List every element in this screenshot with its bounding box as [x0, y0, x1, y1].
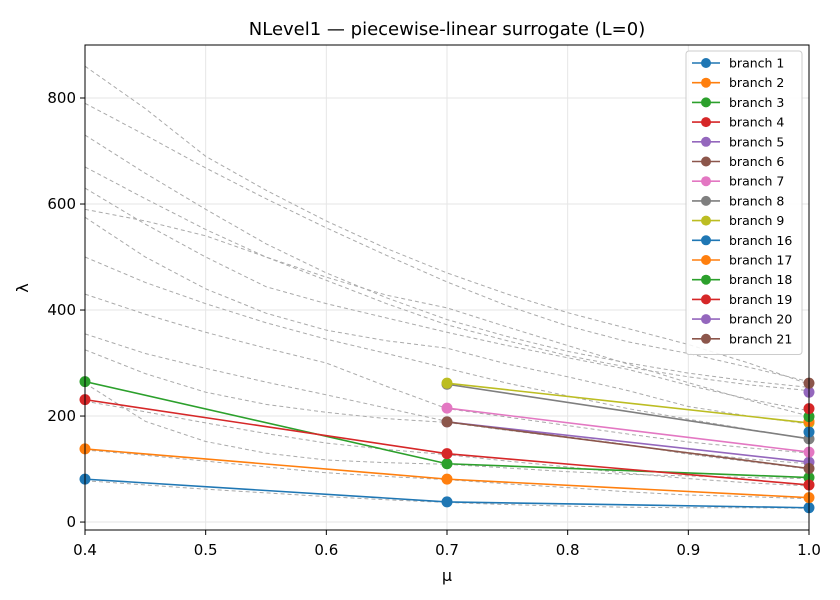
legend-marker — [701, 176, 711, 187]
series-branch-6 — [441, 416, 815, 475]
reference-curve — [84, 102, 810, 383]
reference-curve — [84, 65, 810, 385]
x-axis-ticks: 0.4 0.5 0.6 0.7 0.8 0.9 1.0 — [73, 530, 821, 559]
y-tick-label: 600 — [47, 195, 76, 213]
x-tick-label: 0.6 — [314, 541, 338, 559]
y-axis-label: λ — [13, 283, 32, 292]
legend-marker — [701, 77, 711, 88]
series-line — [446, 382, 810, 424]
reference-curve — [84, 187, 810, 412]
legend-label: branch 16 — [729, 233, 792, 248]
series-line — [446, 421, 810, 463]
x-tick-label: 0.9 — [676, 541, 700, 559]
legend-label: branch 17 — [729, 253, 792, 268]
legend-marker — [701, 294, 711, 305]
reference-curve — [84, 216, 810, 425]
legend-label: branch 3 — [729, 95, 784, 110]
series-branch-2 — [79, 443, 815, 504]
data-point — [441, 473, 453, 485]
y-axis-ticks: 0 200 400 600 800 — [47, 89, 85, 531]
series-branch-1 — [79, 473, 815, 514]
reference-curve — [84, 166, 810, 392]
x-tick-label: 0.5 — [194, 541, 218, 559]
legend-marker — [701, 117, 711, 128]
legend-marker — [701, 314, 711, 325]
legend-label: branch 9 — [729, 213, 784, 228]
chart-title: NLevel1 — piecewise-linear surrogate (L=… — [249, 19, 645, 40]
x-tick-label: 0.4 — [73, 541, 97, 559]
legend-marker — [701, 58, 711, 68]
legend-label: branch 20 — [729, 312, 792, 327]
y-tick-label: 0 — [66, 513, 76, 531]
y-tick-label: 800 — [47, 89, 76, 107]
legend-marker — [701, 156, 711, 167]
legend-box — [685, 50, 803, 355]
reference-curve — [84, 256, 810, 440]
legend-label: branch 8 — [729, 193, 784, 208]
series-line — [446, 383, 810, 440]
legend-label: branch 19 — [729, 292, 792, 307]
data-point — [441, 496, 453, 508]
reference-curve — [84, 449, 810, 500]
legend-label: branch 4 — [729, 115, 784, 130]
data-point — [441, 458, 453, 470]
legend-marker — [701, 255, 711, 265]
y-tick-label: 200 — [47, 407, 76, 425]
data-point — [441, 377, 453, 389]
series-line — [446, 421, 810, 470]
legend-marker — [701, 215, 711, 226]
x-axis-label: μ — [442, 566, 452, 585]
legend-marker — [701, 195, 711, 206]
legend-marker — [701, 136, 711, 147]
legend-label: branch 1 — [729, 56, 784, 71]
series-line — [446, 407, 810, 453]
x-tick-label: 0.7 — [435, 541, 459, 559]
x-tick-label: 0.8 — [556, 541, 580, 559]
legend-marker — [701, 274, 711, 285]
series-branch-4 — [79, 394, 815, 491]
reference-curve — [84, 480, 810, 509]
legend-label: branch 7 — [729, 174, 784, 189]
reference-curve — [84, 382, 810, 480]
data-point — [441, 416, 453, 428]
x-tick-label: 1.0 — [797, 541, 821, 559]
data-point — [441, 448, 453, 460]
y-tick-label: 400 — [47, 301, 76, 319]
legend-label: branch 2 — [729, 75, 784, 90]
legend: branch 1 branch 2 branch 3 branch 4 branch 5… — [685, 50, 803, 355]
legend-label: branch 6 — [729, 154, 784, 169]
legend-label: branch 21 — [729, 331, 792, 346]
legend-label: branch 5 — [729, 134, 784, 149]
legend-label: branch 18 — [729, 272, 792, 287]
legend-marker — [701, 97, 711, 108]
reference-curve — [84, 134, 810, 388]
legend-marker — [701, 235, 711, 246]
legend-marker — [701, 333, 711, 344]
data-point — [441, 402, 453, 414]
